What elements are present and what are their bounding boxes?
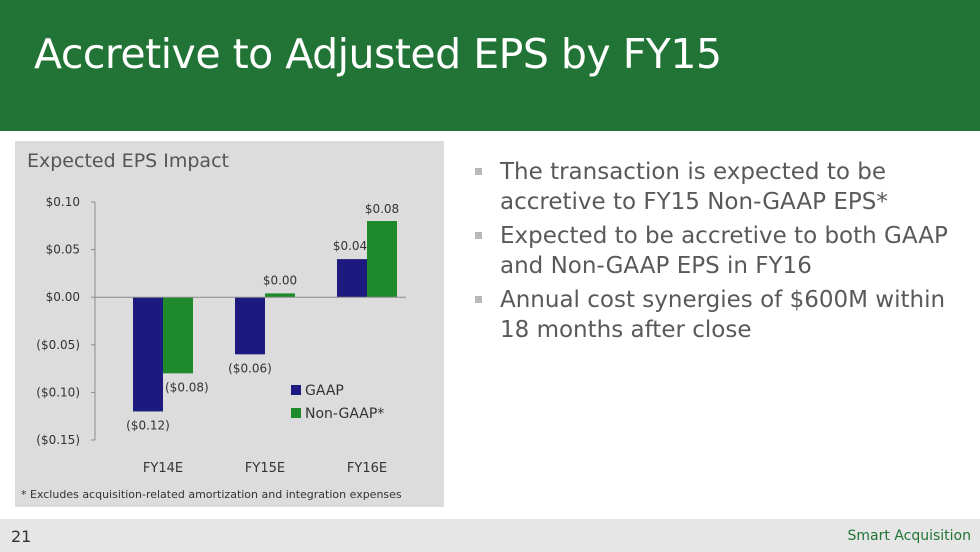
eps-bar-chart: $0.10 $0.05 $0.00 ($0.05) ($0.10) ($0.15) FY14… (36, 195, 406, 476)
bullet-item: The transaction is expected to be accret… (472, 157, 972, 217)
legend-swatch-non-gaap (291, 408, 301, 418)
y-tick-label: ($0.15) (36, 433, 80, 447)
bullet-square-icon (475, 296, 482, 303)
y-tick-label: $0.10 (46, 195, 80, 209)
legend-label: Non-GAAP* (305, 406, 384, 422)
bar-non-gaap-fy14e (163, 297, 193, 374)
bullet-item: Annual cost synergies of $600M within 18… (472, 285, 972, 345)
data-label: $0.00 (263, 273, 297, 287)
bullet-item: Expected to be accretive to both GAAP an… (472, 221, 972, 281)
data-label: $0.08 (365, 202, 399, 216)
chart-title: Expected EPS Impact (27, 150, 229, 172)
y-tick-label: $0.00 (46, 290, 80, 304)
x-tick-label: FY15E (245, 461, 285, 476)
x-tick-label: FY16E (347, 461, 387, 476)
bullet-text: Annual cost synergies of $600M within 18… (500, 287, 946, 343)
y-tick-label: ($0.10) (36, 385, 80, 399)
title-banner: Accretive to Adjusted EPS by FY15 (0, 0, 980, 131)
page-number: 21 (11, 527, 32, 546)
data-label: ($0.12) (126, 418, 170, 432)
bar-gaap-fy16e (337, 259, 367, 298)
bar-gaap-fy14e (133, 297, 163, 412)
chart-panel: Expected EPS Impact $0.10 $0.05 $0.00 ($0.0… (15, 141, 444, 507)
data-label: ($0.08) (165, 380, 209, 394)
bullet-square-icon (475, 232, 482, 239)
bar-gaap-fy15e (235, 297, 265, 355)
y-tick-label: ($0.05) (36, 338, 80, 352)
bullet-list: The transaction is expected to be accret… (472, 157, 972, 349)
bullet-square-icon (475, 168, 482, 175)
legend-swatch-gaap (291, 385, 301, 395)
data-label: ($0.06) (228, 361, 272, 375)
footer-label: Smart Acquisition (847, 528, 971, 544)
bullet-text: The transaction is expected to be accret… (500, 159, 888, 215)
y-tick-label: $0.05 (46, 243, 80, 257)
bar-non-gaap-fy16e (367, 221, 397, 298)
footer-bar: 21 Smart Acquisition (0, 519, 980, 552)
legend-label: GAAP (305, 383, 344, 399)
data-label: $0.04 (333, 239, 367, 253)
bar-non-gaap-fy15e (265, 293, 295, 298)
slide-title: Accretive to Adjusted EPS by FY15 (34, 30, 722, 78)
footnote: * Excludes acquisition-related amortizat… (21, 488, 402, 501)
x-tick-label: FY14E (143, 461, 183, 476)
bullet-text: Expected to be accretive to both GAAP an… (500, 223, 948, 279)
